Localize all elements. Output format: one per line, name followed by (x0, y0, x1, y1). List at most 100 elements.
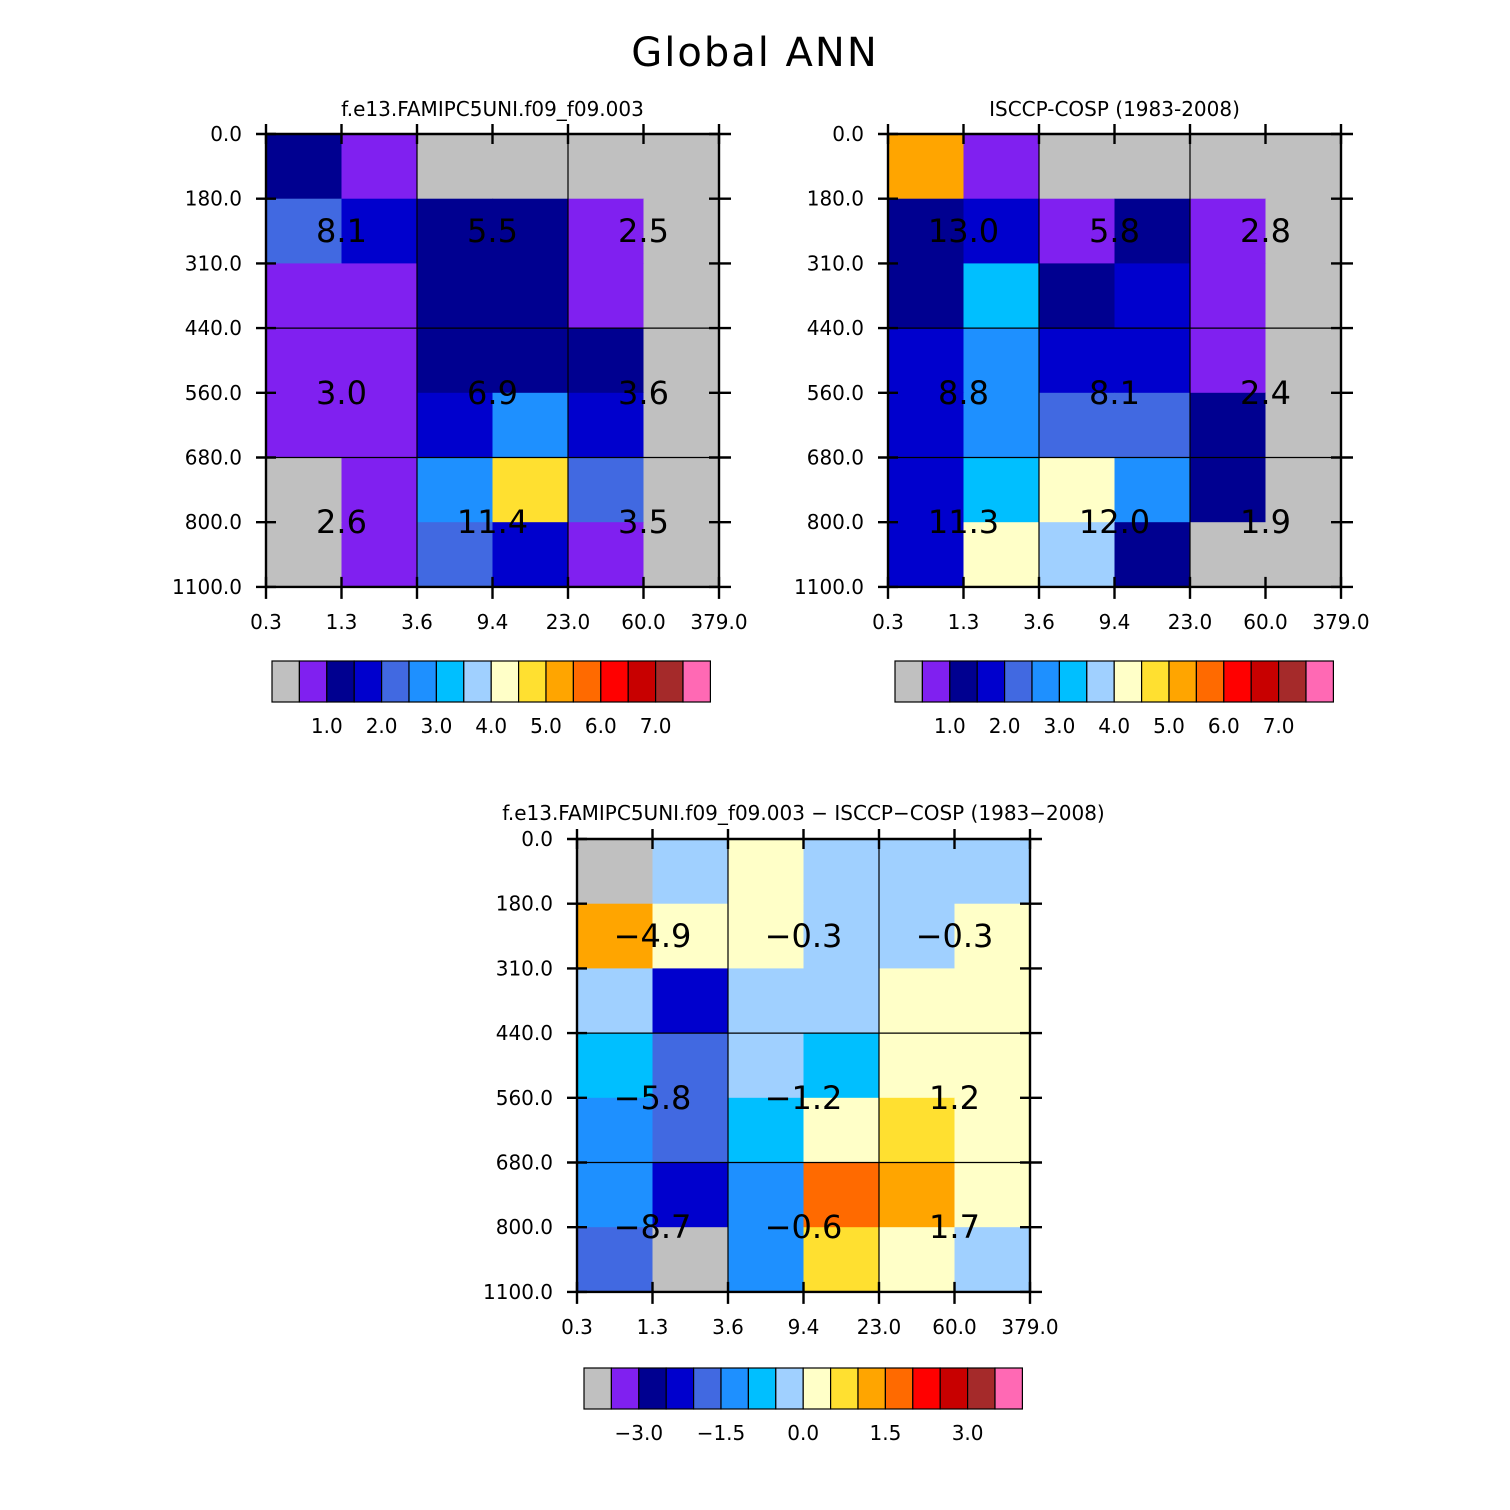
heatmap-cell (652, 1227, 729, 1293)
colorbar-swatch (1250, 660, 1280, 703)
heatmap-cell (492, 328, 569, 394)
x-tick-label: 9.4 (788, 1315, 820, 1339)
x-tick-label: 1.3 (948, 610, 980, 634)
x-tick-label: 0.3 (872, 610, 904, 634)
heatmap-cell (803, 1227, 880, 1293)
heatmap-cell (728, 839, 805, 905)
heatmap-cell (1265, 522, 1342, 588)
heatmap-cell (1114, 392, 1191, 459)
heatmap-cell (643, 328, 720, 394)
colorbar-swatch (1140, 660, 1170, 703)
heatmap-cell (728, 1227, 805, 1293)
heatmap-cell (652, 903, 729, 969)
heatmap-cell (888, 198, 965, 264)
heatmap-cell (888, 522, 965, 588)
cell-value-label: 12.0 (1079, 503, 1150, 541)
heatmap-cell (266, 134, 343, 200)
heatmap-cell (577, 1033, 654, 1099)
y-tick-label: 440.0 (807, 316, 864, 340)
heatmap-cell (643, 263, 720, 329)
x-tick-label: 9.4 (1099, 610, 1131, 634)
heatmap-cell (568, 263, 645, 329)
heatmap-cell (879, 1033, 956, 1099)
colorbar-label: −1.5 (697, 1421, 746, 1445)
heatmap-cell (888, 392, 965, 459)
colorbar-swatch (747, 1367, 777, 1410)
panel-title: f.e13.FAMIPC5UNI.f09_f09.003 (341, 97, 644, 121)
cell-value-label: −4.9 (614, 917, 692, 955)
colorbar-swatch (545, 660, 574, 703)
y-tick-label: 180.0 (496, 892, 553, 916)
x-tick-label: 60.0 (1243, 610, 1288, 634)
heatmap-cell (1265, 328, 1342, 394)
x-tick-label: 23.0 (857, 1315, 902, 1339)
colorbar-swatch (1113, 660, 1143, 703)
heatmap-cell (568, 522, 645, 588)
colorbar-swatch (271, 660, 300, 703)
colorbar-label: 3.0 (1043, 714, 1075, 738)
y-tick-label: 0.0 (832, 122, 864, 146)
cell-value-label: 8.8 (938, 374, 989, 412)
heatmap-cell (577, 903, 654, 969)
heatmap-cell (1114, 134, 1191, 200)
x-tick-label: 23.0 (1168, 610, 1213, 634)
heatmap-cell (879, 1227, 956, 1293)
heatmap-cell (417, 134, 494, 200)
heatmap-cell (728, 1162, 805, 1228)
colorbar-label: 7.0 (640, 714, 672, 738)
y-tick-label: 680.0 (496, 1151, 553, 1175)
heatmap-cell (643, 522, 720, 588)
heatmap-cell (492, 198, 569, 264)
colorbar-label: 1.0 (934, 714, 966, 738)
heatmap-cell (879, 968, 956, 1034)
heatmap-cell (266, 392, 343, 459)
colorbar-label: 5.0 (530, 714, 562, 738)
colorbar-swatch (665, 1367, 695, 1410)
heatmap-cell (954, 1097, 1031, 1164)
heatmap-cell (577, 1097, 654, 1164)
y-tick-label: 1100.0 (794, 575, 864, 599)
heatmap-cell (492, 392, 569, 459)
cell-value-label: 3.0 (316, 374, 367, 412)
heatmap-cell (963, 198, 1040, 264)
figure-title: Global ANN (631, 30, 879, 76)
heatmap-cell (492, 522, 569, 588)
x-tick-label: 9.4 (477, 610, 509, 634)
colorbar-label: 6.0 (1208, 714, 1240, 738)
colorbar-swatch (1305, 660, 1334, 703)
colorbar-swatch (638, 1367, 667, 1410)
colorbar-swatch (610, 1367, 640, 1410)
colorbar-swatch (857, 1367, 886, 1410)
heatmap-cell (643, 134, 720, 200)
heatmap-cell (1265, 263, 1342, 329)
heatmap-cell (1190, 198, 1267, 264)
y-tick-label: 680.0 (185, 446, 242, 470)
cell-value-label: 8.1 (316, 212, 367, 250)
colorbar-swatch (654, 660, 684, 703)
heatmap-cell (492, 134, 569, 200)
heatmap-cell (577, 968, 654, 1034)
cell-value-label: 11.3 (928, 503, 999, 541)
heatmap-cell (1190, 134, 1267, 200)
heatmap-cell (652, 1162, 729, 1228)
cell-value-label: 5.5 (467, 212, 518, 250)
colorbar-swatch (600, 660, 629, 703)
cell-value-label: 1.2 (929, 1079, 980, 1117)
heatmap-cell (341, 263, 418, 329)
colorbar-swatch (1168, 660, 1197, 703)
y-tick-label: 800.0 (496, 1215, 553, 1239)
colorbar-swatch (829, 1367, 859, 1410)
heatmap-cell (577, 839, 654, 905)
y-tick-label: 680.0 (807, 446, 864, 470)
heatmap-cell (568, 457, 645, 523)
x-tick-label: 3.6 (1023, 610, 1055, 634)
heatmap-cell (1114, 198, 1191, 264)
heatmap-cell (803, 839, 880, 905)
heatmap-cell (492, 457, 569, 523)
colorbar-swatch (517, 660, 547, 703)
colorbar: −3.0 −1.5 0.0 1.5 3.0 (583, 1367, 1023, 1445)
x-tick-label: 0.3 (561, 1315, 593, 1339)
heatmap-cell (728, 968, 805, 1034)
colorbar-swatch (326, 660, 355, 703)
